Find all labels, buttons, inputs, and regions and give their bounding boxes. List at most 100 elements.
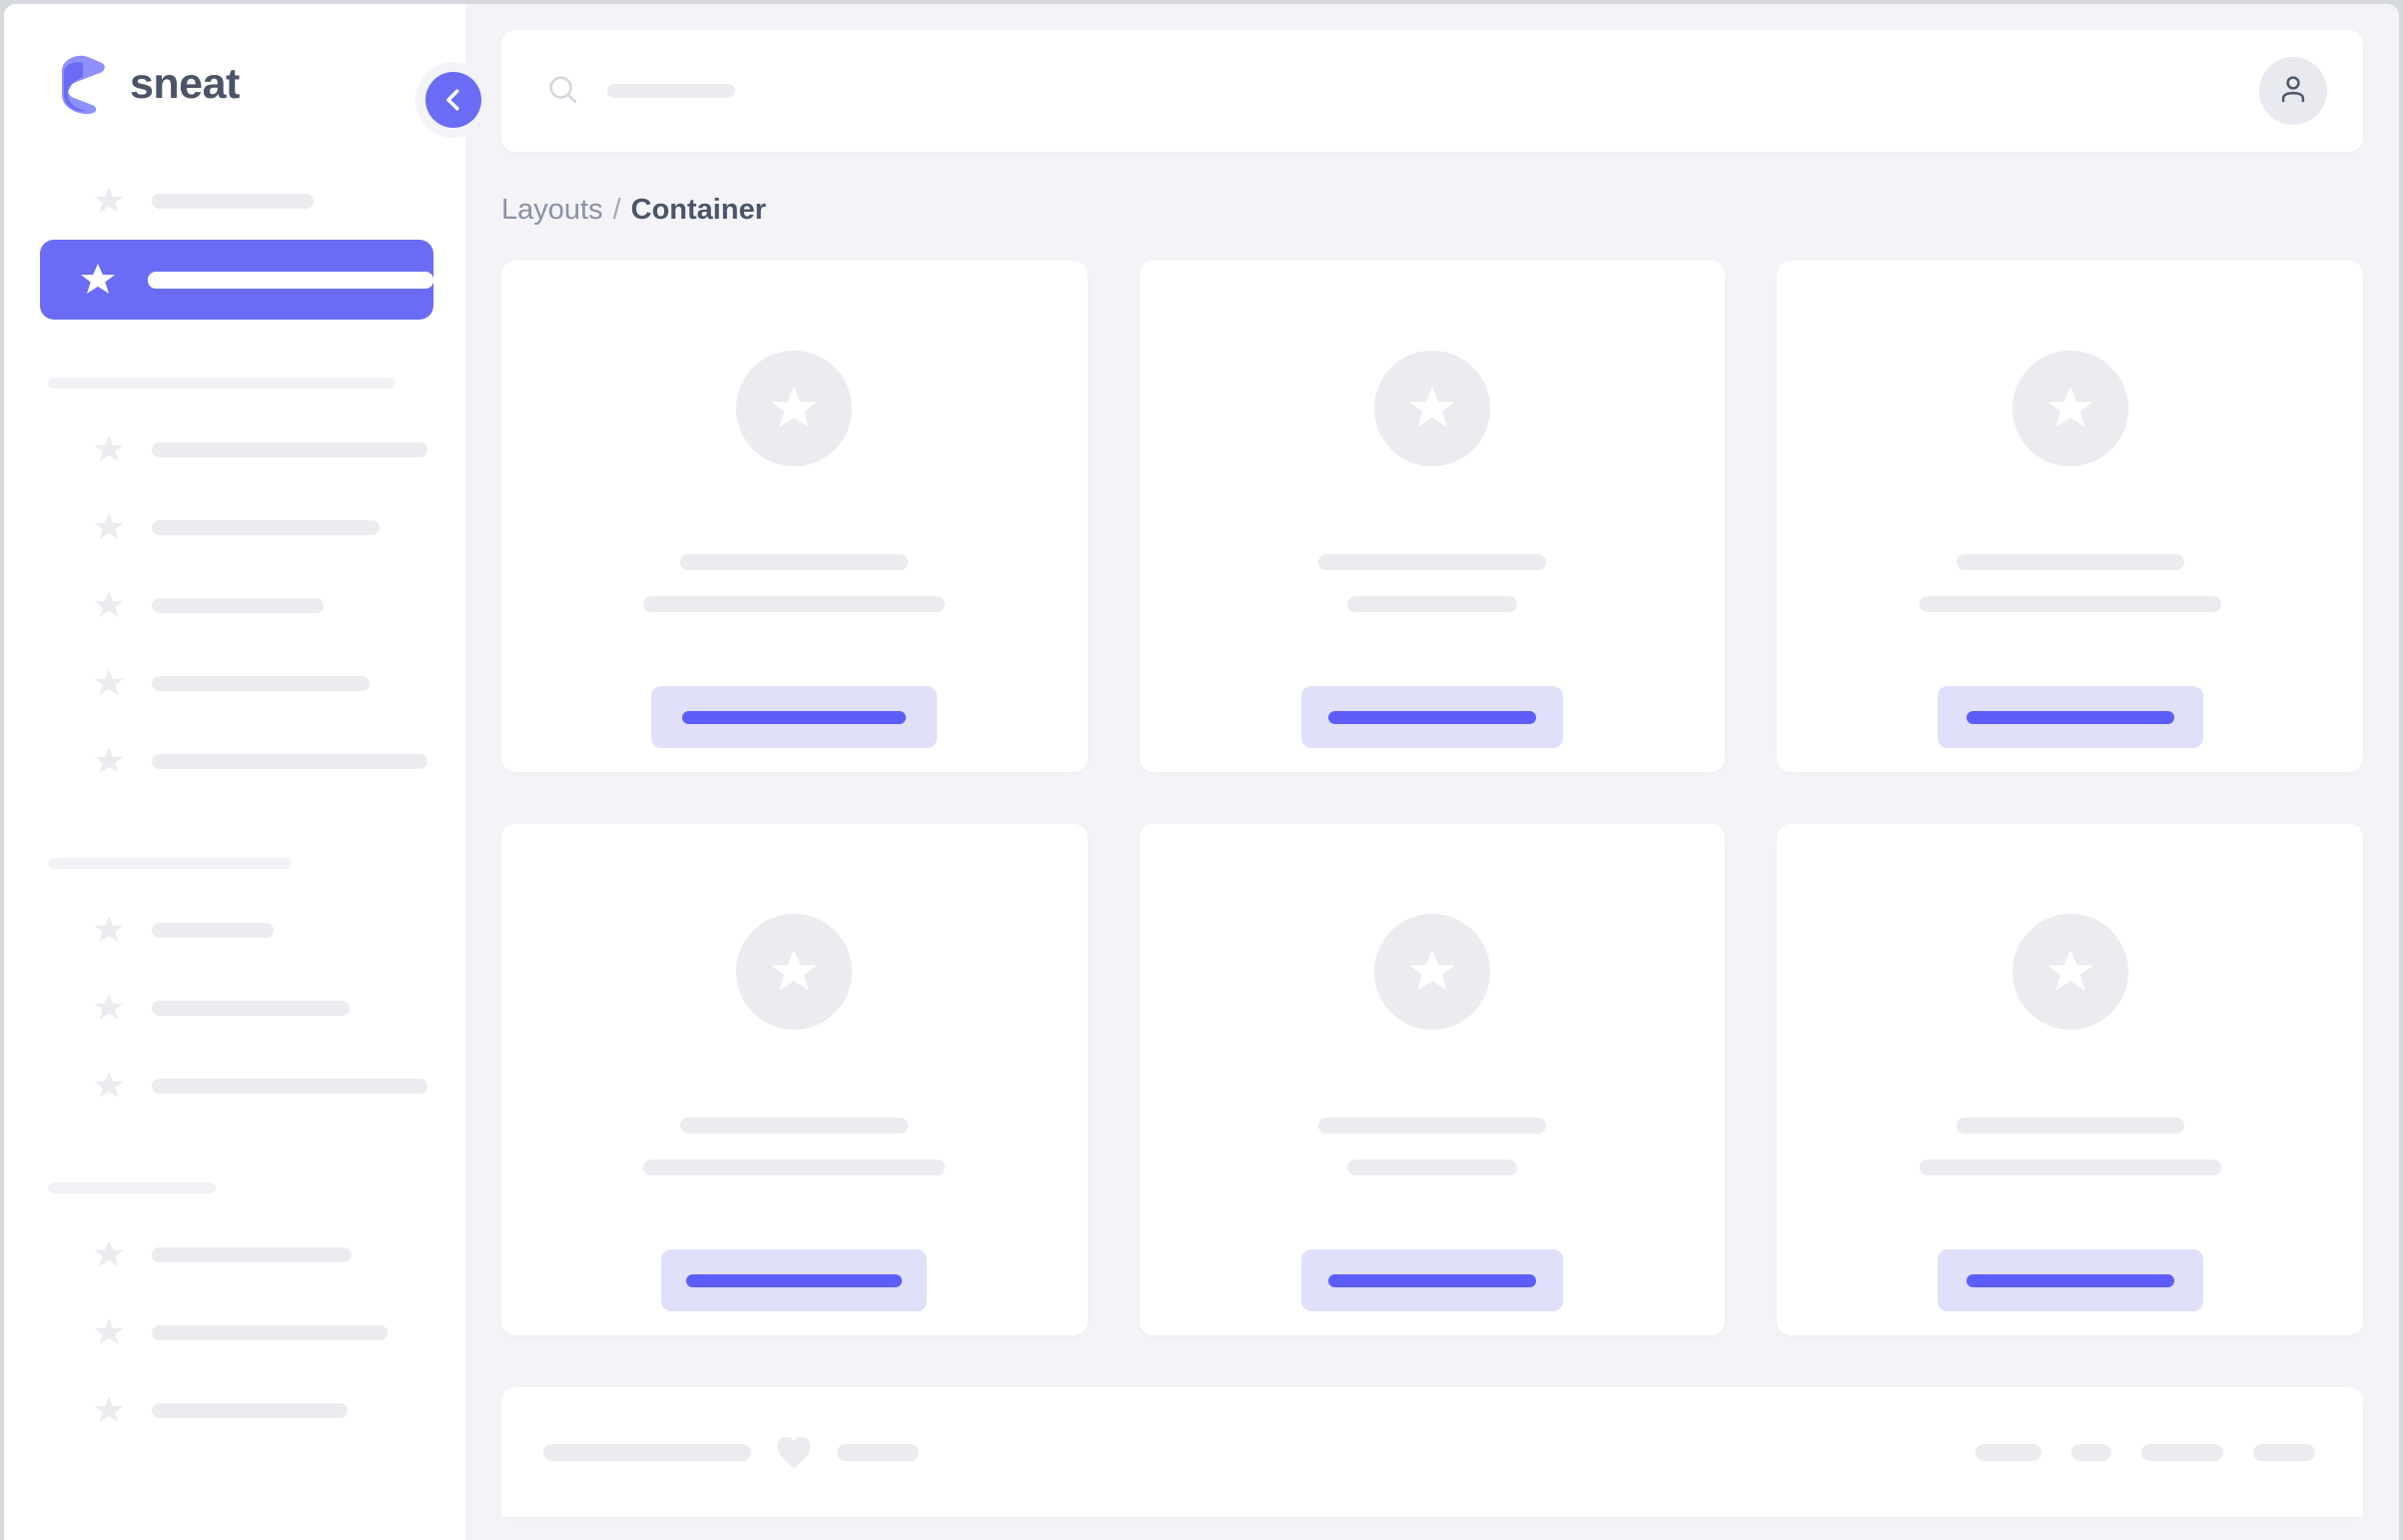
sidebar-item-label-placeholder (152, 1078, 427, 1094)
card-action-button[interactable] (1937, 1249, 2203, 1311)
card-action-button[interactable] (1937, 686, 2203, 748)
sidebar-nav (4, 120, 465, 1449)
sidebar-item[interactable] (40, 1215, 433, 1293)
sidebar-section-gap (4, 800, 465, 858)
card-action-button[interactable] (1300, 686, 1563, 748)
sidebar-item[interactable] (40, 162, 433, 240)
star-icon (92, 913, 126, 947)
user-icon (2275, 71, 2311, 112)
sneat-s-logo-icon (52, 53, 108, 115)
sidebar-item-label-placeholder (152, 675, 370, 691)
star-icon (92, 666, 126, 700)
sidebar-item[interactable] (40, 488, 433, 566)
avatar[interactable] (2259, 57, 2327, 125)
search-icon (545, 72, 579, 111)
sidebar-section-1 (4, 320, 465, 800)
star-icon (92, 588, 126, 622)
sidebar-item-label-placeholder (152, 1000, 350, 1016)
sidebar-item[interactable] (40, 722, 433, 800)
card-subtitle-placeholder (643, 596, 946, 612)
card-title-placeholder (1956, 1118, 2184, 1134)
sidebar-item-label-placeholder (152, 519, 380, 535)
sidebar-item-active[interactable] (40, 240, 433, 320)
breadcrumb-current: Container (630, 194, 766, 226)
sidebar-item-label-placeholder (152, 1324, 388, 1340)
sidebar-item-label-placeholder (152, 1402, 348, 1418)
sidebar-section-0 (4, 162, 465, 320)
sidebar-item-label-placeholder (152, 441, 427, 457)
sidebar-section-gap (4, 1125, 465, 1182)
footer-link-placeholder[interactable] (837, 1443, 919, 1461)
brand[interactable]: sneat (4, 4, 465, 120)
card-title-placeholder (680, 1118, 909, 1134)
card-title-placeholder (680, 554, 909, 570)
search-input[interactable] (607, 84, 735, 98)
sidebar-item-label-placeholder (152, 193, 314, 209)
sidebar-collapse-button[interactable] (415, 62, 491, 138)
card-action-button[interactable] (651, 686, 938, 748)
breadcrumb-separator: / (612, 194, 621, 226)
card-subtitle-placeholder (1919, 596, 2221, 612)
sidebar-item-label-placeholder (152, 597, 324, 613)
footer-left-group (543, 1434, 919, 1470)
sidebar-item[interactable] (40, 891, 433, 969)
card-action-label-placeholder (682, 710, 907, 724)
star-icon (92, 1237, 126, 1271)
card-action-label-placeholder (1327, 710, 1536, 724)
card-avatar (736, 351, 853, 466)
sidebar-section-heading-placeholder (48, 1182, 216, 1193)
content-card (501, 261, 1088, 772)
sidebar-section-3 (4, 1125, 465, 1449)
breadcrumb-parent[interactable]: Layouts (501, 194, 603, 226)
content-card (1139, 824, 1726, 1335)
card-subtitle-placeholder (1919, 1159, 2221, 1175)
footer-right-link-placeholder[interactable] (1976, 1443, 2041, 1461)
footer-right-link-placeholder[interactable] (2071, 1443, 2111, 1461)
sidebar-item[interactable] (40, 566, 433, 644)
breadcrumb: Layouts / Container (501, 196, 2399, 225)
footer-right-link-placeholder[interactable] (2253, 1443, 2315, 1461)
star-icon (92, 184, 126, 218)
card-action-button[interactable] (661, 1249, 928, 1311)
sidebar-item[interactable] (40, 644, 433, 722)
card-title-placeholder (1956, 554, 2184, 570)
sidebar-item-label-placeholder (152, 922, 274, 938)
content-card (1777, 261, 2363, 772)
sidebar-section-gap (4, 320, 465, 378)
top-navbar (501, 30, 2363, 152)
card-subtitle-placeholder (1346, 596, 1517, 612)
sidebar-item[interactable] (40, 969, 433, 1047)
card-avatar (2011, 351, 2128, 466)
card-action-label-placeholder (1966, 1273, 2174, 1287)
sidebar-item[interactable] (40, 1371, 433, 1449)
content-card (1139, 261, 1726, 772)
star-icon (92, 432, 126, 466)
star-icon (92, 1315, 126, 1349)
star-icon (92, 1069, 126, 1103)
content-card (501, 824, 1088, 1335)
sidebar-section-heading-placeholder (48, 858, 292, 869)
star-icon (78, 260, 118, 300)
footer-right-link-placeholder[interactable] (2141, 1443, 2223, 1461)
search-bar[interactable] (545, 72, 2259, 111)
card-avatar (2011, 914, 2128, 1030)
sidebar-item[interactable] (40, 410, 433, 488)
footer-bar (501, 1387, 2363, 1517)
star-icon (92, 744, 126, 778)
app-window: sneat (4, 4, 2399, 1540)
sidebar-item[interactable] (40, 1047, 433, 1125)
footer-right-group (1976, 1443, 2315, 1461)
sidebar-item-label-placeholder (148, 271, 433, 289)
card-title-placeholder (1317, 554, 1546, 570)
star-icon (92, 991, 126, 1025)
sidebar-item[interactable] (40, 1293, 433, 1371)
sidebar-item-label-placeholder (152, 1246, 352, 1262)
footer-text-placeholder (543, 1443, 751, 1461)
star-icon (92, 510, 126, 544)
heart-icon (775, 1434, 813, 1470)
card-avatar (1373, 914, 1490, 1030)
sidebar-item-label-placeholder (152, 753, 427, 769)
card-action-button[interactable] (1300, 1249, 1563, 1311)
brand-name: sneat (130, 59, 240, 108)
card-grid (501, 261, 2363, 1335)
